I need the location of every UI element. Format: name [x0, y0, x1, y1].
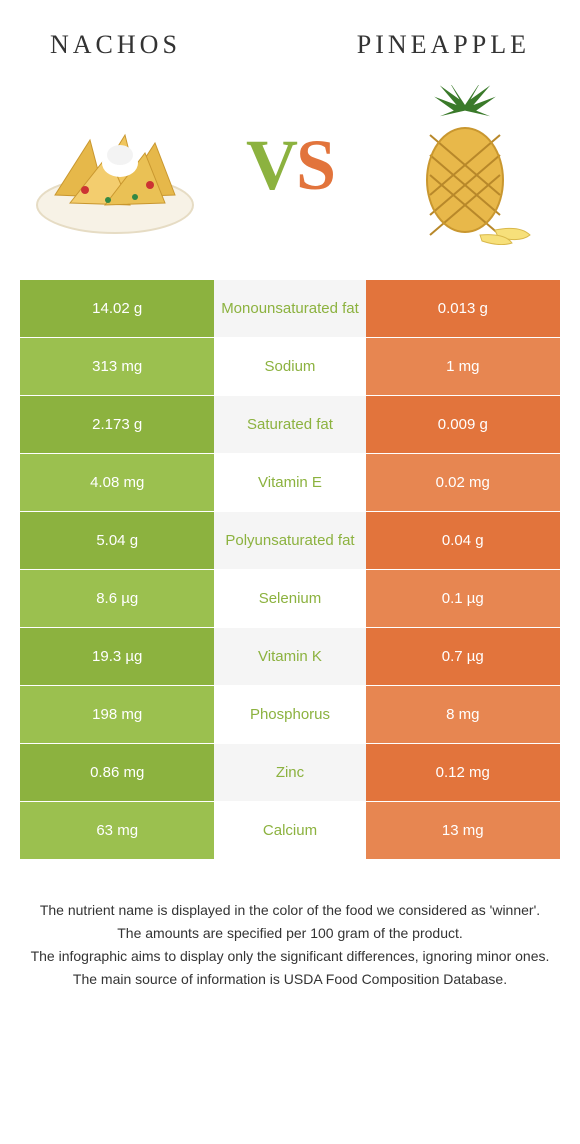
left-value: 14.02 g: [20, 280, 214, 337]
right-value: 0.12 mg: [366, 744, 560, 801]
right-value: 0.013 g: [366, 280, 560, 337]
left-food-title: NACHOS: [50, 30, 181, 60]
nutrient-label: Zinc: [214, 744, 365, 801]
right-food-title: PINEAPPLE: [357, 30, 530, 60]
right-value: 0.02 mg: [366, 454, 560, 511]
vs-label: VS: [246, 124, 334, 207]
nutrient-row: 198 mgPhosphorus8 mg: [20, 686, 560, 744]
vs-s: S: [296, 124, 334, 207]
footer-text: The nutrient name is displayed in the co…: [0, 860, 580, 1012]
right-value: 0.1 µg: [366, 570, 560, 627]
nutrient-label: Vitamin E: [214, 454, 365, 511]
nutrient-row: 313 mgSodium1 mg: [20, 338, 560, 396]
nutrient-row: 63 mgCalcium13 mg: [20, 802, 560, 860]
hero-row: VS: [0, 70, 580, 280]
footer-line: The nutrient name is displayed in the co…: [30, 900, 550, 921]
left-value: 4.08 mg: [20, 454, 214, 511]
left-value: 0.86 mg: [20, 744, 214, 801]
nutrient-row: 0.86 mgZinc0.12 mg: [20, 744, 560, 802]
nutrient-row: 4.08 mgVitamin E0.02 mg: [20, 454, 560, 512]
pineapple-image: [380, 85, 550, 245]
right-value: 0.009 g: [366, 396, 560, 453]
left-value: 198 mg: [20, 686, 214, 743]
right-value: 13 mg: [366, 802, 560, 859]
nachos-image: [30, 85, 200, 245]
nutrient-label: Monounsaturated fat: [214, 280, 365, 337]
nutrient-row: 5.04 gPolyunsaturated fat0.04 g: [20, 512, 560, 570]
nutrient-label: Saturated fat: [214, 396, 365, 453]
vs-v: V: [246, 124, 296, 207]
left-value: 313 mg: [20, 338, 214, 395]
nutrient-row: 14.02 gMonounsaturated fat0.013 g: [20, 280, 560, 338]
right-value: 8 mg: [366, 686, 560, 743]
right-value: 1 mg: [366, 338, 560, 395]
footer-line: The amounts are specified per 100 gram o…: [30, 923, 550, 944]
nutrient-row: 19.3 µgVitamin K0.7 µg: [20, 628, 560, 686]
left-value: 63 mg: [20, 802, 214, 859]
header-row: NACHOS PINEAPPLE: [0, 0, 580, 70]
nutrient-label: Vitamin K: [214, 628, 365, 685]
left-value: 2.173 g: [20, 396, 214, 453]
nutrient-label: Calcium: [214, 802, 365, 859]
footer-line: The infographic aims to display only the…: [30, 946, 550, 967]
left-value: 8.6 µg: [20, 570, 214, 627]
nutrient-label: Polyunsaturated fat: [214, 512, 365, 569]
left-value: 5.04 g: [20, 512, 214, 569]
right-value: 0.7 µg: [366, 628, 560, 685]
nutrient-label: Phosphorus: [214, 686, 365, 743]
left-value: 19.3 µg: [20, 628, 214, 685]
right-value: 0.04 g: [366, 512, 560, 569]
nutrient-row: 8.6 µgSelenium0.1 µg: [20, 570, 560, 628]
nutrient-table: 14.02 gMonounsaturated fat0.013 g313 mgS…: [0, 280, 580, 860]
nutrient-row: 2.173 gSaturated fat0.009 g: [20, 396, 560, 454]
nutrient-label: Selenium: [214, 570, 365, 627]
footer-line: The main source of information is USDA F…: [30, 969, 550, 990]
nutrient-label: Sodium: [214, 338, 365, 395]
